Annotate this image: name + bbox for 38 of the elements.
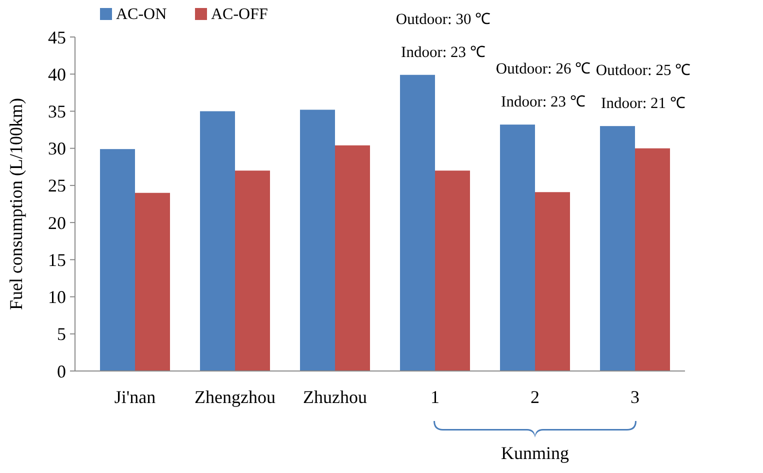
y-tick-label: 5	[57, 324, 66, 344]
bar	[400, 74, 435, 371]
bar	[500, 124, 535, 371]
bar	[300, 110, 335, 371]
y-tick-label: 40	[48, 64, 66, 84]
x-tick-label: 3	[630, 387, 640, 407]
y-tick-label: 35	[48, 102, 66, 122]
y-tick-label: 15	[48, 250, 66, 270]
x-tick-label: Zhengzhou	[194, 387, 276, 407]
bar	[335, 145, 370, 371]
y-axis-title: Fuel consumption (L/100km)	[6, 98, 26, 310]
annotation: Indoor: 23 ℃	[501, 94, 586, 111]
x-tick-label: 1	[430, 387, 440, 407]
bar	[200, 111, 235, 371]
bar	[600, 126, 635, 371]
y-tick-label: 45	[48, 27, 66, 48]
annotation: Outdoor: 26 ℃	[496, 60, 592, 78]
y-tick-label: 25	[48, 176, 66, 196]
y-tick-label: 0	[57, 361, 66, 382]
y-tick-label: 10	[48, 287, 66, 308]
bar	[100, 149, 135, 371]
legend-label: AC-ON	[116, 6, 168, 23]
annotation: Indoor: 21 ℃	[601, 95, 686, 112]
y-tick-label: 30	[48, 138, 66, 159]
text: Outdoor: 30 ℃	[396, 10, 492, 28]
x-tick-label: Zhuzhou	[303, 387, 367, 407]
y-tick-label: 20	[48, 212, 66, 233]
legend-label: AC-OFF	[211, 6, 268, 23]
annotation: Outdoor: 25 ℃	[596, 62, 692, 80]
x-tick-label: Ji'nan	[114, 387, 156, 407]
bar	[135, 192, 170, 371]
bar	[435, 170, 470, 371]
bar	[635, 148, 670, 371]
bar	[535, 192, 570, 371]
bar	[235, 170, 270, 371]
text: Kunming	[500, 443, 570, 463]
x-tick-label: 2	[530, 387, 540, 407]
annotation: Indoor: 23 ℃	[401, 44, 486, 61]
